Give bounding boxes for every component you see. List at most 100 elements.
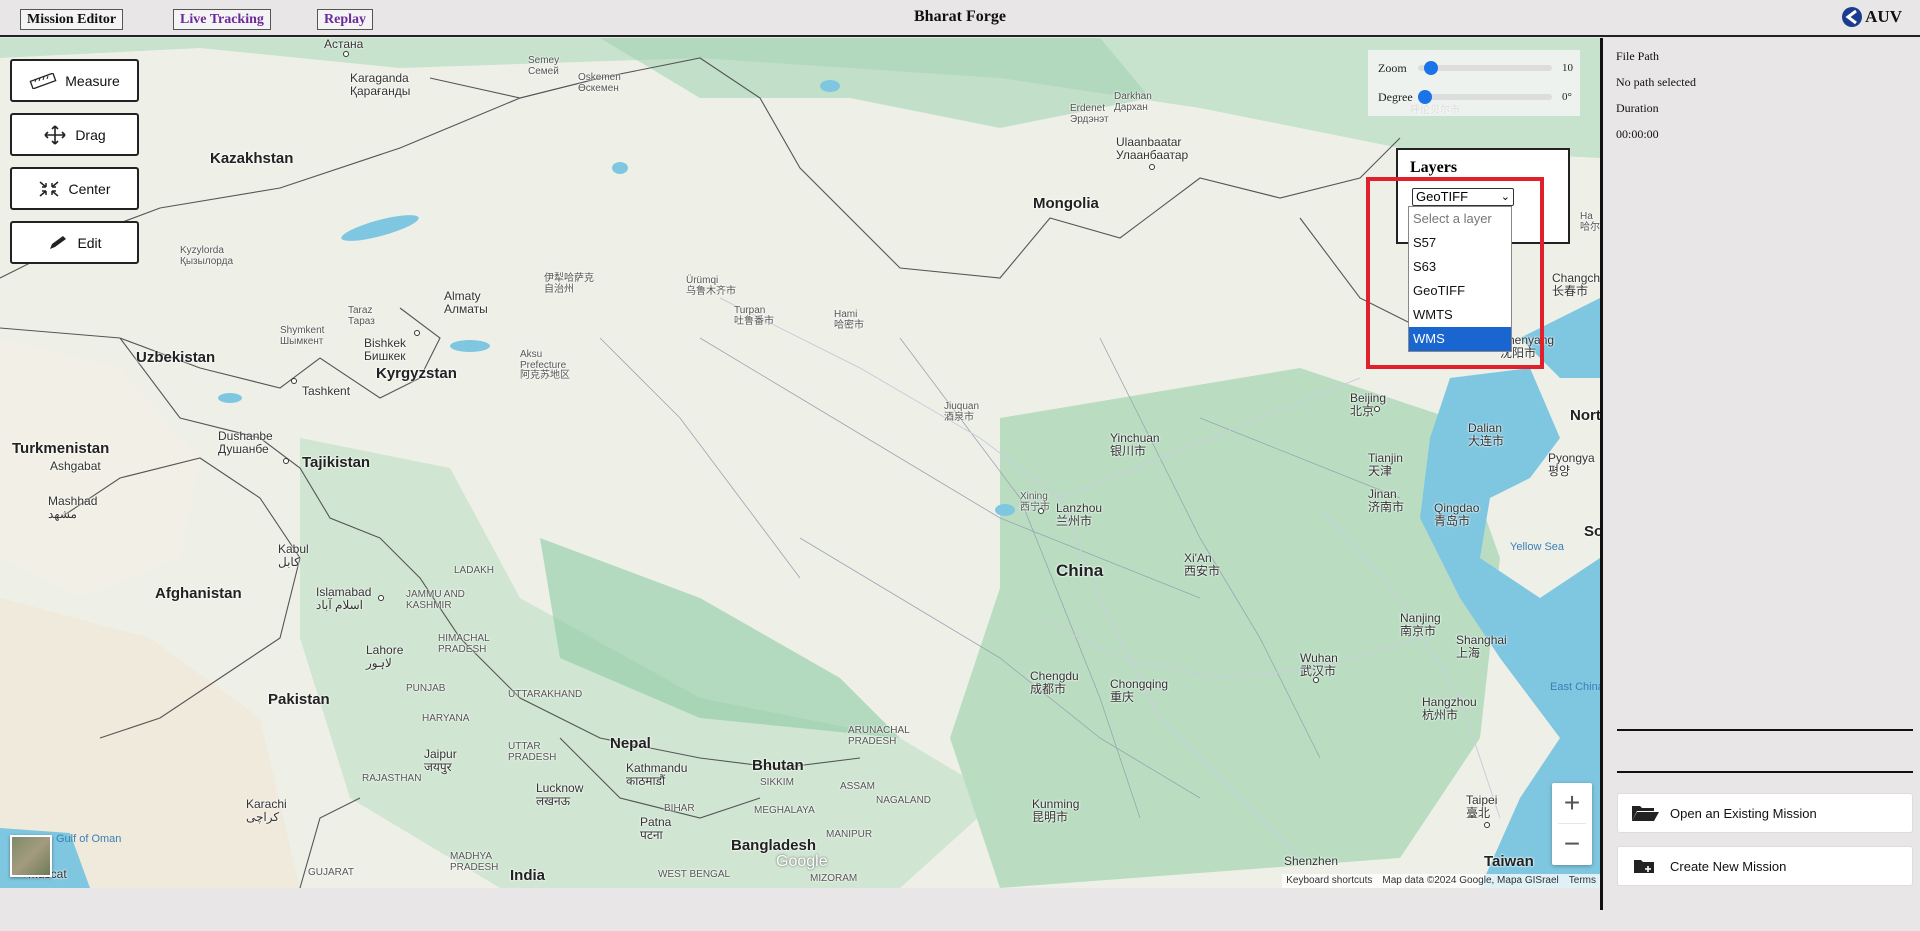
- map-label-mizoram: MIZORAM: [810, 873, 858, 884]
- map-label-shanghai: Shanghai 上海: [1456, 633, 1507, 660]
- center-button[interactable]: Center: [10, 167, 139, 210]
- map-label-islamabad: Islamabad اسلام آباد: [316, 585, 372, 612]
- map-label-patna: Patna पटना: [640, 815, 672, 842]
- edit-button[interactable]: Edit: [10, 221, 139, 264]
- map-label-kazakhstan: Kazakhstan: [210, 150, 294, 167]
- map-label-taraz: Taraz Тараз: [348, 305, 375, 327]
- map-label-manipur: MANIPUR: [826, 829, 873, 840]
- map-label-gulf-oman: Gulf of Oman: [56, 833, 122, 845]
- zoom-label: Zoom: [1378, 60, 1407, 75]
- map-label-bishkek: Bishkek Бишкек: [364, 336, 407, 363]
- map-label-ha: Ha 哈尔: [1580, 211, 1600, 233]
- zoom-out-button[interactable]: −: [1563, 828, 1581, 859]
- map-label-punjab: PUNJAB: [406, 683, 446, 694]
- degree-slider-row: Degree 0°: [1378, 88, 1572, 106]
- map-label-china: China: [1056, 561, 1104, 580]
- satellite-toggle-thumbnail[interactable]: [10, 835, 52, 877]
- create-mission-label: Create New Mission: [1670, 858, 1787, 874]
- zoom-slider-thumb[interactable]: [1424, 61, 1438, 75]
- city-dot: [378, 595, 384, 601]
- nav-replay[interactable]: Replay: [317, 9, 373, 30]
- city-dot: [291, 378, 297, 384]
- map-label-xian: Xi'An 西安市: [1184, 551, 1221, 578]
- map-label-chengdu: Chengdu 成都市: [1030, 669, 1079, 696]
- edit-button-label: Edit: [77, 234, 102, 251]
- map-label-wuhan: Wuhan 武汉市: [1300, 651, 1338, 678]
- map-label-bihar: BIHAR: [664, 803, 695, 814]
- nav-mission-editor[interactable]: Mission Editor: [20, 9, 124, 30]
- layer-option-wmts[interactable]: WMTS: [1413, 307, 1453, 322]
- zoom-value: 10: [1562, 62, 1573, 74]
- map-label-tashkent: Tashkent: [302, 384, 351, 398]
- map-label-afghanistan: Afghanistan: [155, 585, 242, 602]
- pencil-icon: [50, 235, 67, 249]
- map-label-uzbekistan: Uzbekistan: [136, 349, 216, 366]
- map-label-assam: ASSAM: [840, 781, 876, 792]
- map-label-almaty: Almaty Алматы: [444, 289, 488, 316]
- open-mission-button[interactable]: Open an Existing Mission: [1617, 793, 1913, 833]
- city-dot: [1149, 164, 1155, 170]
- map-attribution: Keyboard shortcuts Map data ©2024 Google…: [1282, 874, 1600, 888]
- file-path-value: No path selected: [1616, 75, 1696, 89]
- map-label-gujarat: GUJARAT: [308, 867, 354, 878]
- folder-new-icon: [1634, 860, 1654, 873]
- map-label-pyongyang: Pyongya 평양: [1548, 451, 1595, 478]
- layer-select-value: GeoTIFF: [1416, 189, 1469, 204]
- city-dot: [343, 51, 349, 57]
- map-canvas[interactable]: Астана Karaganda Қарағанды Semey Семей O…: [0, 38, 1600, 888]
- zoom-in-button[interactable]: +: [1563, 787, 1581, 818]
- degree-slider[interactable]: [1418, 90, 1552, 104]
- degree-label: Degree: [1378, 89, 1413, 104]
- map-label-uttarakhand: UTTARAKHAND: [508, 689, 583, 700]
- map-label-changchun: Changchun 长春市: [1552, 271, 1600, 298]
- map-label-yellow-sea: Yellow Sea: [1510, 541, 1565, 553]
- city-dot: [1484, 822, 1490, 828]
- measure-button[interactable]: Measure: [10, 59, 139, 102]
- map-label-beijing: Beijing 北京: [1350, 391, 1387, 418]
- map-label-jinan: Jinan 济南市: [1368, 487, 1405, 514]
- map-label-xining: Xining 西宁市: [1020, 491, 1050, 513]
- map-label-qingdao: Qingdao 青岛市: [1434, 501, 1480, 528]
- ruler-icon: [29, 72, 57, 89]
- map-label-semey: Semey Семей: [528, 55, 560, 77]
- map-label-karachi: Karachi کراچی: [246, 797, 287, 824]
- layer-select[interactable]: GeoTIFF ⌄: [1412, 188, 1514, 206]
- keyboard-shortcuts-link[interactable]: Keyboard shortcuts: [1286, 875, 1373, 886]
- create-mission-button[interactable]: Create New Mission: [1617, 846, 1913, 886]
- map-label-ashgabat: Ashgabat: [50, 459, 101, 473]
- logo-text: AUV: [1865, 7, 1902, 26]
- map-label-tajikistan: Tajikistan: [302, 454, 371, 471]
- layer-option-geotiff[interactable]: GeoTIFF: [1413, 283, 1466, 298]
- map-label-rajasthan: RAJASTHAN: [362, 773, 422, 784]
- map-label-south-korea: So: [1584, 523, 1600, 540]
- map-label-jk: JAMMU AND KASHMIR: [406, 589, 465, 611]
- map-label-hp: HIMACHAL PRADESH: [438, 633, 490, 655]
- map-label-turpan: Turpan 吐鲁番市: [734, 305, 774, 327]
- zoom-slider[interactable]: [1418, 61, 1552, 75]
- layer-option-s57[interactable]: S57: [1413, 235, 1437, 250]
- map-label-turkmenistan: Turkmenistan: [12, 440, 110, 457]
- measure-button-label: Measure: [65, 72, 120, 89]
- drag-button-label: Drag: [75, 126, 106, 143]
- folder-open-icon: [1632, 806, 1659, 821]
- layer-option-wms[interactable]: WMS: [1409, 327, 1511, 351]
- drag-button[interactable]: Drag: [10, 113, 139, 156]
- terms-link[interactable]: Terms: [1568, 875, 1596, 886]
- map-label-bangladesh: Bangladesh: [731, 837, 817, 854]
- layer-dropdown-list: Select a layer S57 S63 GeoTIFF WMTS WMS: [1408, 206, 1512, 352]
- degree-slider-thumb[interactable]: [1418, 90, 1432, 104]
- map-label-nagaland: NAGALAND: [876, 795, 932, 806]
- layer-option-s63[interactable]: S63: [1413, 259, 1437, 274]
- nav-live-tracking[interactable]: Live Tracking: [173, 9, 271, 30]
- map-label-hangzhou: Hangzhou 杭州市: [1422, 695, 1477, 722]
- map-label-darkhan: Darkhan Дархан: [1114, 91, 1152, 113]
- city-dot: [1038, 508, 1044, 514]
- auv-logo-icon: [1842, 7, 1863, 27]
- map-label-oskemen: Oskemen Өскемен: [578, 72, 621, 94]
- map-label-ulaanbaatar: Ulaanbaatar Улаанбаатар: [1116, 135, 1189, 162]
- map-label-dushanbe: Dushanbe Душанбе: [218, 429, 273, 456]
- map-label-chongqing: Chongqing 重庆: [1110, 677, 1169, 704]
- layer-option-placeholder[interactable]: Select a layer: [1413, 211, 1492, 226]
- map-label-karaganda: Karaganda Қарағанды: [350, 71, 411, 98]
- map-label-yinchuan: Yinchuan 银川市: [1110, 431, 1160, 458]
